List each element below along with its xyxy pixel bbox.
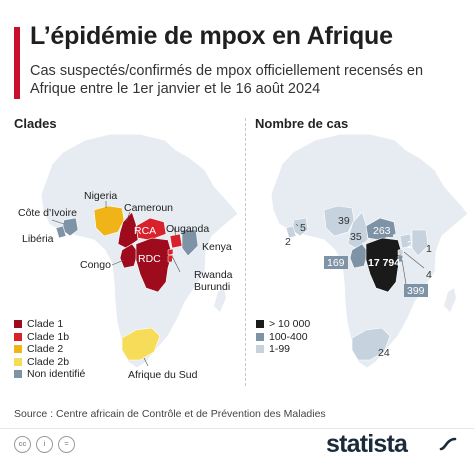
left-country-afrique-du-sud [121,327,161,361]
left-label-liberia: Libéria [22,233,54,245]
left-leader-ouganda [173,227,177,237]
legend-label: Clade 2 [27,343,64,356]
left-label-cote-ivoire: Côte d’Ivoire [18,207,77,219]
right-value-burundi: 399 [407,285,425,297]
statista-logo[interactable]: statista [326,430,408,458]
legend-item-cases-mid: 100-400 [256,331,310,344]
left-madagascar [214,288,226,312]
left-label-rdc: RDC [138,253,161,265]
right-country-congo [349,243,369,269]
left-leader-cote-ivoire [51,219,65,225]
left-label-nigeria: Nigeria [84,190,117,202]
source-note: Source : Centre africain de Contrôle et … [14,408,326,420]
legend-label: Non identifié [27,368,86,381]
left-label-kenya: Kenya [202,241,232,253]
cases-legend: > 10 000 100-400 1-99 [256,318,310,356]
right-madagascar [444,288,456,312]
right-value-congo: 169 [327,257,345,269]
legend-item-clade-2b: Clade 2b [14,356,85,369]
left-country-ouganda [169,233,183,249]
clades-legend: Clade 1 Clade 1b Clade 2 Clade 2b Non id… [14,318,85,381]
right-value-afrique-du-sud: 24 [378,347,390,359]
map-divider [245,118,246,386]
page-title: L’épidémie de mpox en Afrique [30,22,393,50]
left-label-cameroun: Cameroun [124,202,173,214]
statista-logo-icon [439,437,457,451]
legend-swatch [14,320,22,329]
right-value-box-congo [324,256,348,269]
page-subtitle: Cas suspectés/confirmés de mpox officiel… [30,63,424,97]
legend-swatch [14,357,22,366]
legend-item-clade-1: Clade 1 [14,318,85,331]
right-country-nigeria [323,205,355,237]
legend-label: 1-99 [269,343,291,356]
left-map-section-label: Clades [14,116,57,131]
right-value-cote-ivoire: 5 [300,222,306,234]
legend-label: 100-400 [269,330,308,343]
legend-swatch [256,320,264,329]
legend-swatch [256,345,264,354]
attribution-icon[interactable]: i [36,436,53,453]
right-country-rdc [365,237,403,293]
legend-swatch [14,345,22,354]
right-value-cameroun: 35 [350,231,362,243]
legend-item-cases-high: > 10 000 [256,318,310,331]
right-country-kenya [411,229,429,257]
right-value-rwanda: 4 [426,269,432,281]
right-map-section-label: Nombre de cas [255,116,349,131]
legend-item-non-identifie: Non identifié [14,368,85,381]
left-africa-map: Nigeria Cameroun Côte d’Ivoire Libéria R… [18,133,239,381]
legend-item-clade-2: Clade 2 [14,343,85,356]
right-value-liberia: 2 [285,236,291,248]
left-country-rwanda [167,248,174,256]
legend-swatch [14,370,22,379]
legend-label: > 10 000 [269,318,311,331]
left-label-afrique-du-sud: Afrique du Sud [128,369,198,381]
right-leader-rwanda [403,251,425,269]
no-derivatives-icon[interactable]: = [58,436,75,453]
left-country-rdc [135,237,173,293]
left-country-burundi [167,254,174,263]
right-value-nigeria: 39 [338,215,350,227]
left-country-rca [135,217,167,241]
left-label-burundi: Burundi [194,281,230,293]
right-country-afrique-du-sud [351,327,391,361]
right-value-box-burundi [404,284,428,297]
left-leader-congo [111,259,125,266]
legend-item-clade-1b: Clade 1b [14,331,85,344]
legend-label: Clade 1 [27,318,64,331]
legend-item-cases-low: 1-99 [256,343,310,356]
left-country-liberia [55,225,67,239]
right-value-rca: 263 [373,225,391,237]
legend-swatch [14,332,22,341]
left-label-rca: RCA [134,225,156,237]
right-leader-cote-ivoire [295,223,299,227]
footer-divider [0,428,474,429]
left-country-nigeria [93,205,125,237]
left-leader-cameroun [125,211,131,223]
title-accent-bar [14,27,20,99]
left-leader-afrique-du-sud [143,357,149,367]
right-value-box-rca [371,224,393,237]
left-label-congo: Congo [80,259,111,271]
left-label-ouganda: Ouganda [166,223,209,235]
right-leader-burundi [401,259,407,285]
legend-label: Clade 2b [27,355,70,368]
right-country-liberia [285,225,297,239]
legend-label: Clade 1b [27,330,70,343]
left-country-congo [119,243,139,269]
right-value-rdc: 17 794 [368,257,400,269]
left-country-kenya [181,229,199,257]
left-leader-rwanda [171,255,181,273]
legend-swatch [256,332,264,341]
cc-license-icon[interactable]: cc [14,436,31,453]
right-country-rwanda [397,248,404,256]
right-value-kenya: 1 [426,243,432,255]
right-value-ouganda: 2 [407,239,413,251]
right-africa-map: 5 2 39 35 2 1 263 169 399 17 794 4 24 [270,133,469,369]
left-label-rwanda: Rwanda [194,269,233,281]
